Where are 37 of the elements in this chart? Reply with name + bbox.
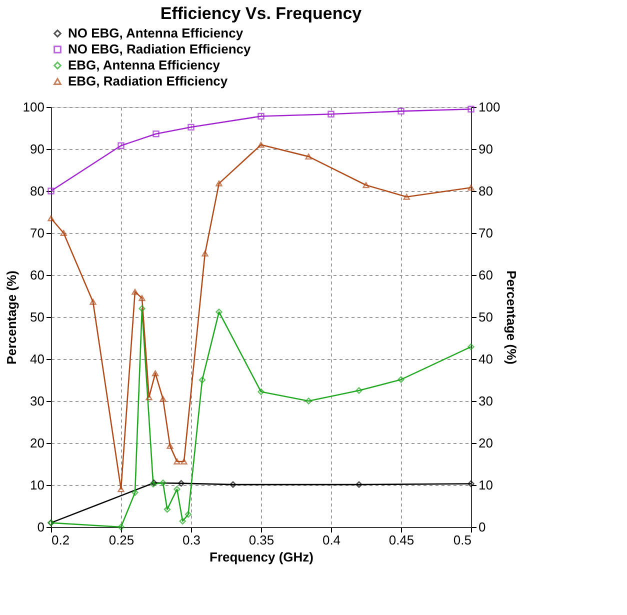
x-tick-label: 0.2 [52,532,70,548]
chart-title: Efficiency Vs. Frequency [160,4,362,23]
x-tick-label: 0.5 [453,532,472,548]
x-tick-label: 0.35 [248,532,274,548]
y2-tick-label: 80 [478,184,493,198]
y2-tick-label: 100 [478,100,500,114]
legend-label: NO EBG, Radiation Efficiency [68,42,252,56]
y-tick-label: 10 [30,478,44,492]
y-tick-label: 40 [30,352,44,366]
y-tick-label: 30 [30,394,44,408]
y-tick-label: 100 [22,100,44,114]
legend-label: EBG, Radiation Efficiency [68,74,228,88]
y2-tick-label: 90 [478,142,493,156]
y-tick-label: 50 [30,310,44,324]
y-tick-label: 0 [37,520,44,534]
x-tick-label: 0.45 [388,532,414,548]
x-tick-label: 0.4 [322,532,341,548]
y-tick-label: 70 [30,226,44,240]
y-tick-label: 90 [30,142,44,156]
y2-tick-label: 40 [478,352,493,366]
y2-axis-title: Percentage (%) [504,270,520,364]
legend-label: NO EBG, Antenna Efficiency [68,26,244,40]
x-tick-label: 0.3 [182,532,201,548]
x-tick-label: 0.25 [108,532,134,548]
y-tick-label: 80 [30,184,44,198]
y2-tick-label: 50 [478,310,493,324]
y2-tick-label: 60 [478,268,493,282]
y2-tick-label: 0 [478,520,486,534]
y2-tick-label: 30 [478,394,493,408]
x-axis-title: Frequency (GHz) [209,550,314,564]
y-axis-title: Percentage (%) [4,270,19,364]
legend-label: EBG, Antenna Efficiency [68,58,221,72]
y2-tick-label: 10 [478,478,493,492]
y-tick-label: 20 [30,436,44,450]
y-tick-label: 60 [30,268,44,282]
y2-tick-label: 20 [478,436,493,450]
y2-tick-label: 70 [478,226,493,240]
